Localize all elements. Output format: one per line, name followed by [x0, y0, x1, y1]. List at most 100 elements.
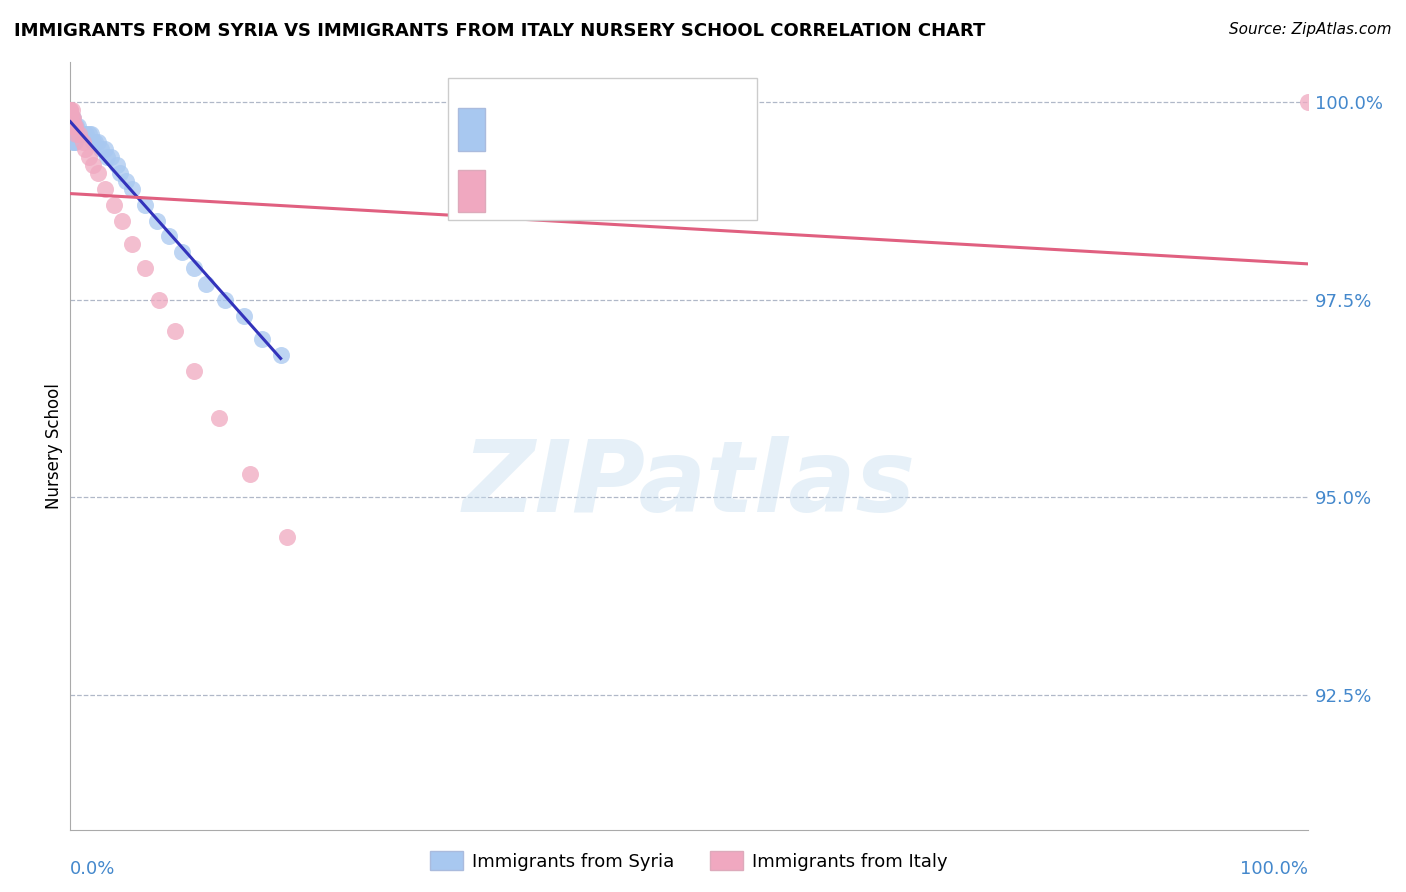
Point: [82, 135, 104, 149]
Text: ZIPatlas: ZIPatlas: [463, 436, 915, 533]
Point: [73, 127, 96, 141]
Point: [59, 127, 82, 141]
Point: [72, 135, 94, 149]
Point: [63, 119, 86, 133]
Point: [65, 119, 87, 133]
Point: [65, 135, 87, 149]
Point: [60, 111, 83, 125]
Point: [84, 135, 107, 149]
Text: 0.0%: 0.0%: [70, 860, 115, 879]
Point: [67, 127, 90, 141]
Point: [60, 127, 83, 141]
Point: [75, 143, 97, 157]
Point: [66, 119, 89, 133]
Point: [75, 127, 97, 141]
Text: R = 0.387: R = 0.387: [495, 177, 585, 194]
Point: [59, 111, 82, 125]
Text: R = 0.379: R = 0.379: [495, 113, 585, 131]
Point: [67, 127, 90, 141]
Point: [65, 119, 87, 133]
Legend: Immigrants from Syria, Immigrants from Italy: Immigrants from Syria, Immigrants from I…: [423, 844, 955, 878]
Point: [183, 364, 205, 378]
Point: [105, 158, 128, 172]
Point: [121, 237, 143, 252]
Point: [59, 111, 82, 125]
Point: [165, 324, 187, 338]
Point: [60, 119, 83, 133]
Point: [250, 332, 273, 346]
Point: [115, 174, 138, 188]
Point: [62, 119, 84, 133]
Point: [60, 111, 83, 125]
Point: [134, 261, 156, 276]
Text: IMMIGRANTS FROM SYRIA VS IMMIGRANTS FROM ITALY NURSERY SCHOOL CORRELATION CHART: IMMIGRANTS FROM SYRIA VS IMMIGRANTS FROM…: [14, 22, 986, 40]
Point: [121, 182, 143, 196]
FancyBboxPatch shape: [447, 78, 756, 219]
Point: [59, 111, 82, 125]
Point: [59, 103, 82, 117]
Point: [77, 150, 100, 164]
Text: N = 61: N = 61: [633, 113, 696, 131]
Point: [62, 127, 84, 141]
Point: [183, 261, 205, 276]
Point: [90, 143, 112, 157]
Point: [111, 213, 134, 227]
Point: [62, 135, 84, 149]
Point: [239, 467, 262, 481]
Point: [276, 530, 298, 544]
Point: [65, 127, 87, 141]
Point: [96, 150, 118, 164]
Point: [232, 309, 254, 323]
Point: [60, 119, 83, 133]
Point: [63, 119, 86, 133]
Bar: [457, 169, 485, 212]
Point: [59, 111, 82, 125]
Text: N = 31: N = 31: [633, 177, 696, 194]
Point: [1296, 95, 1319, 109]
Point: [65, 127, 87, 141]
Point: [62, 111, 84, 125]
Point: [72, 127, 94, 141]
Point: [60, 127, 83, 141]
Point: [59, 111, 82, 125]
Point: [86, 135, 108, 149]
Point: [63, 135, 86, 149]
Point: [103, 198, 125, 212]
Point: [65, 119, 87, 133]
Point: [59, 103, 82, 117]
Point: [170, 245, 193, 260]
Point: [63, 127, 86, 141]
Point: [62, 119, 84, 133]
Point: [214, 293, 236, 307]
Text: Source: ZipAtlas.com: Source: ZipAtlas.com: [1229, 22, 1392, 37]
Point: [59, 111, 82, 125]
Point: [59, 119, 82, 133]
Text: 100.0%: 100.0%: [1240, 860, 1308, 879]
Point: [59, 111, 82, 125]
Point: [108, 166, 131, 180]
Point: [157, 229, 180, 244]
Point: [208, 411, 231, 425]
Point: [134, 198, 156, 212]
Point: [82, 158, 104, 172]
Point: [69, 127, 91, 141]
Point: [60, 103, 83, 117]
Point: [146, 213, 169, 227]
Point: [65, 127, 87, 141]
Point: [77, 127, 100, 141]
Point: [59, 127, 82, 141]
Point: [94, 182, 117, 196]
Bar: [457, 109, 485, 151]
Point: [60, 111, 83, 125]
Point: [195, 277, 218, 291]
Point: [62, 111, 84, 125]
Point: [59, 111, 82, 125]
Point: [100, 150, 122, 164]
Point: [59, 119, 82, 133]
Point: [59, 119, 82, 133]
Y-axis label: Nursery School: Nursery School: [45, 383, 63, 509]
Point: [60, 119, 83, 133]
Point: [148, 293, 170, 307]
Point: [59, 111, 82, 125]
Point: [94, 143, 117, 157]
